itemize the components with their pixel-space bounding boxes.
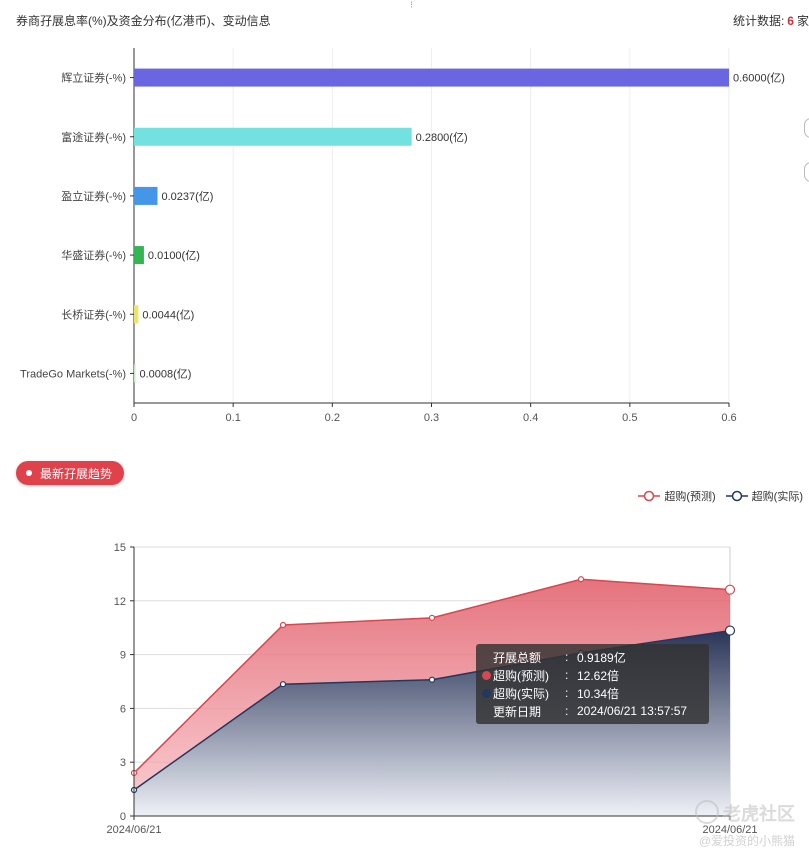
x-tick-label: 0.4 bbox=[523, 412, 538, 424]
x-tick-label: 0.3 bbox=[424, 412, 439, 424]
x-tick-label: 0.6 bbox=[721, 412, 736, 424]
tooltip-dot bbox=[482, 688, 491, 698]
bar-data-label: 0.6000(亿) bbox=[733, 72, 785, 85]
stat-unit: 家 bbox=[796, 14, 809, 28]
chart-tooltip: 孖展总额 : 0.9189亿 超购(预测) : 12.62倍 超购(实际) : … bbox=[476, 644, 709, 724]
x-tick-label: 0.5 bbox=[622, 412, 637, 424]
legend-actual-icon bbox=[725, 490, 748, 502]
bar-data-label: 0.0237(亿) bbox=[162, 190, 214, 203]
actual-point bbox=[279, 681, 287, 688]
bar bbox=[134, 364, 136, 383]
actual-point bbox=[428, 676, 436, 683]
tooltip-row: 超购(实际) : 10.34倍 bbox=[476, 684, 709, 702]
chart-legend: 超购(预测) 超购(实际) bbox=[638, 488, 803, 504]
tooltip-dot bbox=[482, 670, 491, 680]
broker-bar-chart: 0 0.1 0.2 0.3 0.4 0.5 0.6 辉立证券(-%) 0.6000(亿) 富途证券… bbox=[20, 48, 785, 424]
tooltip-value: 10.34倍 bbox=[577, 686, 620, 701]
x-tick-label: 0 bbox=[131, 412, 137, 424]
tooltip-dot bbox=[482, 653, 491, 662]
page-title: 券商孖展息率(%)及资金分布(亿港币)、变动信息 bbox=[16, 14, 271, 28]
legend-predicted-label: 超购(预测) bbox=[664, 491, 716, 503]
category-label: 辉立证券(-%) bbox=[61, 71, 126, 85]
y-tick-label: 15 bbox=[114, 542, 126, 554]
category-label: 长桥证券(-%) bbox=[61, 307, 126, 321]
drag-handle-dots[interactable]: ⁝ bbox=[410, 0, 414, 11]
tooltip-value: 12.62倍 bbox=[577, 668, 620, 683]
legend-actual-label: 超购(实际) bbox=[751, 491, 803, 503]
tooltip-label: 孖展总额 bbox=[493, 650, 542, 665]
tooltip-row: 超购(预测) : 12.62倍 bbox=[476, 666, 709, 684]
y-tick-label: 6 bbox=[120, 703, 126, 715]
bar bbox=[134, 127, 412, 146]
y-tick-label: 12 bbox=[114, 596, 126, 608]
predicted-point bbox=[130, 769, 138, 777]
bar bbox=[134, 68, 729, 87]
x-tick-label-first: 2024/06/21 bbox=[106, 824, 161, 836]
tooltip-label: 超购(实际) bbox=[493, 686, 549, 701]
tooltip-separator: : bbox=[565, 686, 569, 700]
bar bbox=[134, 305, 139, 324]
bullet-icon bbox=[26, 470, 32, 476]
watermark-brand-text: 老虎社区 bbox=[723, 804, 795, 824]
bar bbox=[134, 246, 144, 265]
latest-trend-label: 最新孖展趋势 bbox=[40, 466, 113, 481]
actual-point bbox=[724, 625, 736, 636]
tooltip-separator: : bbox=[565, 668, 569, 682]
category-label: 富途证券(-%) bbox=[61, 130, 126, 144]
bar-data-label: 0.0044(亿) bbox=[142, 308, 194, 321]
stat-count: 6 bbox=[787, 14, 794, 28]
x-tick-label: 0.2 bbox=[325, 412, 340, 424]
stat-label: 统计数据: bbox=[732, 14, 785, 28]
bar bbox=[134, 186, 158, 205]
tooltip-row: 更新日期 : 2024/06/21 13:57:57 bbox=[476, 702, 709, 720]
tooltip-value: 0.9189亿 bbox=[577, 650, 626, 665]
actual-point bbox=[130, 786, 138, 794]
legend-item-predicted[interactable]: 超购(预测) bbox=[638, 488, 716, 504]
tooltip-separator: : bbox=[565, 704, 569, 718]
x-tick-label: 0.1 bbox=[226, 412, 241, 424]
y-tick-label: 9 bbox=[120, 650, 126, 662]
category-label: TradeGo Markets(-%) bbox=[20, 368, 126, 380]
tooltip-value: 2024/06/21 13:57:57 bbox=[577, 704, 688, 718]
latest-trend-button[interactable]: 最新孖展趋势 bbox=[16, 461, 125, 485]
y-tick-label: 0 bbox=[120, 811, 126, 823]
bar-data-label: 0.2800(亿) bbox=[416, 131, 468, 144]
predicted-point bbox=[577, 576, 585, 583]
y-tick-label: 3 bbox=[120, 757, 126, 769]
tooltip-label: 更新日期 bbox=[493, 704, 542, 719]
predicted-point bbox=[279, 621, 287, 629]
predicted-point bbox=[724, 584, 736, 595]
watermark-brand: 老虎社区 bbox=[695, 800, 795, 826]
stat-summary: 统计数据: 6 家 bbox=[733, 12, 809, 29]
tooltip-dot bbox=[482, 707, 491, 716]
tooltip-label: 超购(预测) bbox=[493, 668, 549, 683]
predicted-point bbox=[428, 614, 436, 621]
watermark-handle: @爱投资的小熊猫 bbox=[698, 834, 795, 848]
category-label: 华盛证券(-%) bbox=[61, 248, 126, 262]
legend-item-actual[interactable]: 超购(实际) bbox=[725, 488, 803, 504]
category-label: 盈立证券(-%) bbox=[61, 189, 126, 203]
bar-data-label: 0.0008(亿) bbox=[140, 367, 192, 380]
tooltip-separator: : bbox=[565, 650, 569, 664]
legend-predicted-icon bbox=[638, 490, 661, 502]
tooltip-row: 孖展总额 : 0.9189亿 bbox=[476, 648, 709, 666]
tiger-logo-icon bbox=[695, 800, 719, 824]
bar-data-label: 0.0100(亿) bbox=[148, 249, 200, 262]
